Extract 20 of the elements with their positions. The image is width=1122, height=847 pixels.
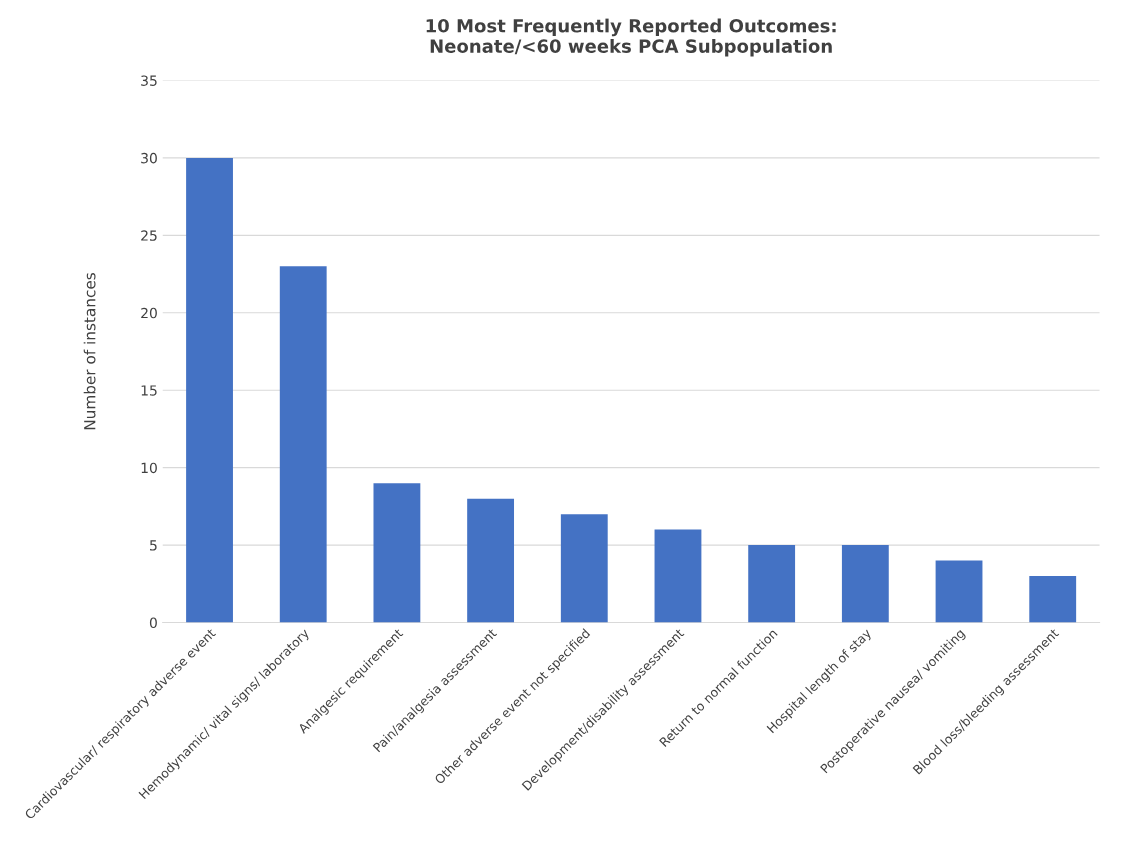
bar [373,483,421,623]
y-tick-label: 25 [141,230,157,241]
y-axis-title: Number of instances [83,273,96,430]
bar [654,529,702,623]
y-tick-label: 10 [141,462,157,474]
y-tick-label: 15 [141,385,157,396]
bar [935,560,983,623]
bar [748,545,796,623]
bar [467,498,515,623]
bar [560,514,608,623]
y-tick-label: 0 [149,617,157,629]
y-tick-label: 35 [141,75,157,86]
y-tick-label: 30 [141,152,157,164]
chart-title: 10 Most Frequently Reported Outcomes: Neonate/<60 weeks PCA Subpopulation [426,18,836,57]
bar [1029,576,1077,623]
bar [279,266,327,623]
y-tick-label: 20 [141,307,157,319]
bar [186,157,233,623]
bar [841,545,889,623]
y-tick-label: 5 [150,540,157,551]
